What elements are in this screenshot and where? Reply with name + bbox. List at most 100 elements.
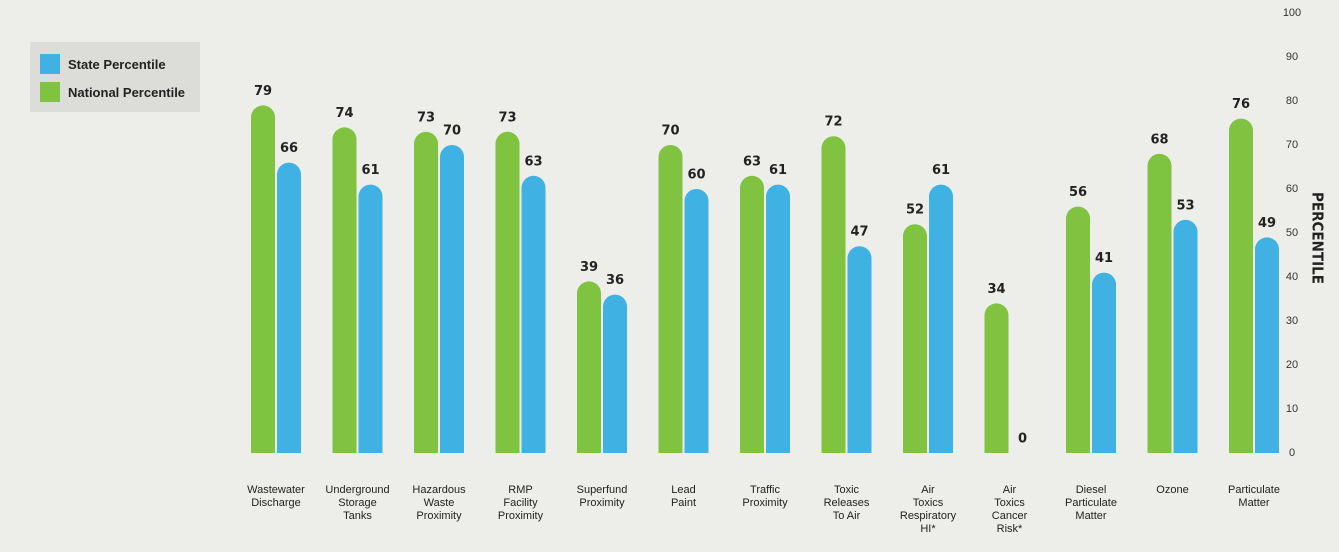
value-label-national-1: 68: [1150, 132, 1168, 147]
bar-national-2-body: [1066, 217, 1090, 453]
bar-state-12-cap: [277, 162, 301, 175]
category-label-9-line-0: RMP: [508, 484, 532, 496]
category-label-4-line-2: Respiratory: [900, 510, 957, 522]
category-label-4-line-1: Toxics: [913, 497, 944, 509]
value-label-national-3: 34: [987, 282, 1005, 297]
category-label-3-line-1: Toxics: [994, 497, 1025, 509]
value-label-national-10: 73: [417, 110, 435, 125]
category-label-0-line-0: Particulate: [1228, 484, 1280, 496]
bar-state-2-cap: [1092, 272, 1116, 285]
category-label-10-line-1: Waste: [424, 497, 455, 509]
value-label-state-6: 61: [769, 163, 787, 178]
y-tick-label-0: 0: [1289, 447, 1295, 459]
value-label-national-8: 39: [580, 260, 598, 275]
value-label-state-2: 41: [1095, 251, 1113, 266]
bar-state-7-cap: [684, 189, 709, 201]
category-label-11-line-1: Storage: [338, 497, 377, 509]
y-tick-label-10: 10: [1286, 403, 1298, 415]
category-label-6-line-1: Proximity: [742, 497, 788, 509]
bar-state-5-body: [847, 257, 872, 453]
value-label-state-1: 53: [1176, 198, 1194, 213]
legend-label-national: National Percentile: [68, 84, 186, 100]
value-label-national-9: 73: [498, 110, 516, 125]
value-label-state-4: 61: [932, 163, 950, 178]
bar-national-7-body: [658, 156, 683, 453]
y-tick-label-20: 20: [1286, 359, 1298, 371]
category-label-2-line-0: Diesel: [1076, 484, 1107, 496]
bar-national-12-body: [251, 116, 275, 453]
bar-national-3-body: [984, 314, 1009, 453]
category-label-0-line-1: Matter: [1238, 497, 1270, 509]
bar-state-12-body: [277, 173, 301, 453]
bar-national-12-cap: [251, 105, 275, 118]
bar-state-0-cap: [1255, 237, 1279, 250]
category-label-2-line-2: Matter: [1075, 510, 1107, 522]
category-label-3-line-0: Air: [1003, 484, 1017, 496]
bar-national-11-body: [332, 138, 357, 453]
value-label-state-9: 63: [524, 154, 542, 169]
category-label-7-line-0: Lead: [671, 484, 695, 496]
bar-state-11-body: [358, 195, 383, 453]
bar-national-11-cap: [332, 127, 357, 140]
bar-state-5-cap: [847, 246, 872, 259]
category-label-2-line-1: Particulate: [1065, 497, 1117, 509]
bar-state-4-body: [929, 195, 953, 453]
bar-national-3-cap: [984, 303, 1009, 316]
legend-swatch-national: [40, 82, 60, 102]
bar-state-1-body: [1173, 230, 1198, 453]
bar-state-8-cap: [603, 294, 627, 307]
value-label-national-6: 63: [743, 154, 761, 169]
bar-state-0-body: [1255, 248, 1279, 453]
legend-label-state: State Percentile: [68, 56, 166, 72]
category-label-3-line-3: Risk*: [997, 523, 1023, 535]
category-label-1-line-0: Ozone: [1156, 484, 1188, 496]
bar-national-6-cap: [740, 175, 764, 188]
value-label-state-7: 60: [687, 168, 705, 183]
value-label-state-0: 49: [1258, 216, 1276, 231]
y-tick-label-30: 30: [1286, 315, 1298, 327]
value-label-state-3: 0: [1018, 432, 1027, 447]
bar-state-11-cap: [358, 184, 383, 197]
bar-national-1-cap: [1147, 153, 1172, 166]
bar-state-8-body: [603, 305, 627, 453]
value-label-national-11: 74: [335, 106, 353, 121]
bar-state-2-body: [1092, 283, 1116, 453]
bar-national-5-body: [821, 147, 846, 453]
category-label-11-line-0: Underground: [325, 484, 389, 496]
legend-entry-national: National Percentile: [40, 80, 185, 104]
category-label-6-line-0: Traffic: [750, 484, 780, 496]
y-tick-label-50: 50: [1286, 227, 1298, 239]
category-label-3-line-2: Cancer: [992, 510, 1028, 522]
bar-national-10-body: [414, 142, 438, 453]
category-label-5-line-2: To Air: [833, 510, 861, 522]
legend-entry-state: State Percentile: [40, 52, 166, 76]
bar-state-10-cap: [440, 145, 464, 157]
bar-national-2-cap: [1066, 206, 1090, 219]
value-label-national-7: 70: [661, 124, 679, 139]
category-label-10-line-0: Hazardous: [412, 484, 466, 496]
category-label-10-line-2: Proximity: [416, 510, 462, 522]
category-label-9-line-2: Proximity: [498, 510, 544, 522]
y-axis-title: PERCENTILE: [1309, 192, 1327, 284]
bar-state-7-body: [684, 200, 709, 453]
bar-national-7-cap: [658, 145, 683, 157]
category-label-4-line-0: Air: [921, 484, 935, 496]
bar-national-1-body: [1147, 164, 1172, 453]
y-tick-label-100: 100: [1283, 7, 1301, 19]
value-label-state-12: 66: [280, 141, 298, 156]
category-label-7-line-1: Paint: [671, 497, 696, 509]
bar-national-0-body: [1229, 129, 1253, 453]
value-label-state-8: 36: [606, 273, 624, 288]
y-tick-label-80: 80: [1286, 95, 1298, 107]
value-label-state-10: 70: [443, 124, 461, 139]
bar-national-5-cap: [821, 136, 846, 149]
bar-national-10-cap: [414, 131, 438, 144]
bar-state-6-body: [766, 195, 790, 453]
bar-state-10-body: [440, 156, 464, 453]
bar-state-4-cap: [929, 184, 953, 197]
bar-national-9-body: [495, 142, 520, 453]
bar-national-8-cap: [577, 281, 601, 294]
legend-swatch-state: [40, 54, 60, 74]
bar-national-8-body: [577, 292, 601, 453]
